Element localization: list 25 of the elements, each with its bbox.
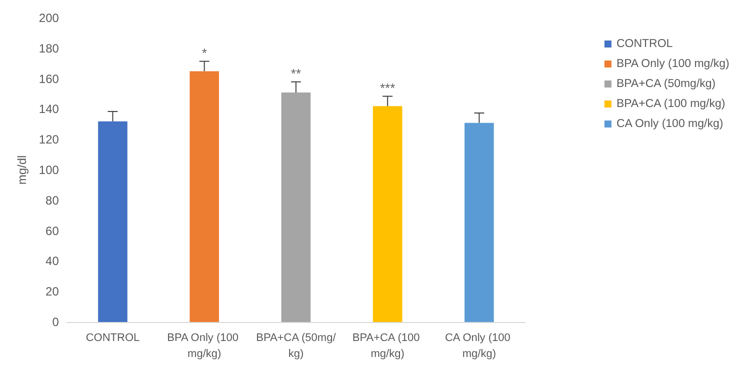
annotation: * (202, 45, 207, 60)
y-tick-label: 40 (46, 254, 60, 268)
x-tick-label: BPA+CA (100 mg/kg) (352, 332, 423, 360)
y-tick-label: 100 (38, 163, 60, 177)
legend-label: CA Only (100 mg/kg) (616, 118, 724, 130)
annotation: ** (290, 66, 302, 81)
legend-label: BPA+CA (100 mg/kg) (616, 98, 726, 110)
x-tick-label: CONTROL (86, 332, 140, 344)
x-tick-label: BPA Only (100 mg/kg) (167, 332, 242, 360)
legend-label: BPA+CA (50mg/kg) (616, 78, 716, 90)
y-tick-label: 200 (38, 11, 60, 25)
legend-label: BPA Only (100 mg/kg) (616, 58, 730, 70)
y-tick-label: 60 (46, 224, 60, 238)
annotation: *** (380, 80, 396, 96)
y-tick-label: 120 (38, 132, 60, 147)
legend-label: CONTROL (616, 38, 674, 50)
y-tick-label: 0 (52, 315, 60, 329)
y-tick-label: 140 (38, 102, 60, 116)
y-tick-label: 160 (38, 72, 60, 86)
x-tick-label: BPA+CA (50mg/kg) (256, 332, 337, 360)
y-tick-label: 20 (46, 284, 60, 299)
y-axis-title: mg/dl (15, 155, 29, 185)
x-tick-label: CA Only (100 mg/kg) (444, 332, 514, 360)
y-tick-label: 80 (46, 193, 60, 208)
y-tick-label: 180 (38, 41, 60, 56)
